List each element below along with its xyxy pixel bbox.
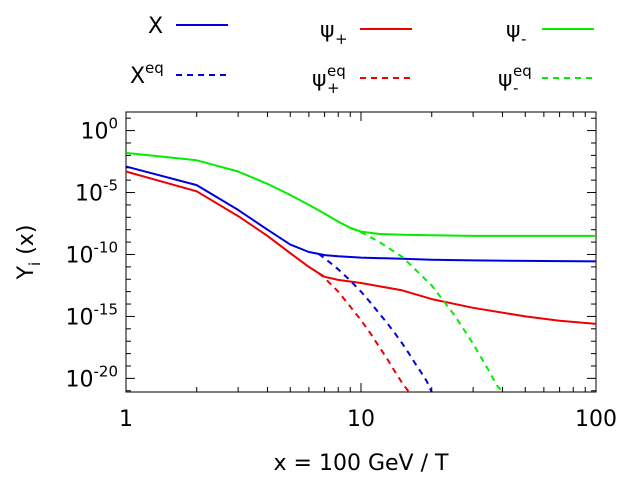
y-tick-label: 100 (80, 115, 118, 145)
series-line-2 (126, 151, 596, 237)
legend-label: ψ (320, 18, 335, 43)
legend-entry-5: ψ eq- (498, 62, 594, 97)
tick-labels: 1 10 100 100 10-5 10-10 10-15 10-20 (66, 115, 618, 432)
legend-sub: + (327, 79, 340, 97)
y-axis-label: Yi (x) (14, 225, 44, 281)
y-tick-label: 10-20 (66, 362, 119, 392)
legend-label: ψ (312, 67, 327, 92)
legend-sub: + (335, 30, 348, 48)
legend-sup: eq (327, 62, 346, 80)
series-line-3 (318, 253, 433, 392)
series-lines (126, 151, 596, 392)
y-tick-label: 10-10 (66, 238, 119, 268)
legend-entry-4: ψ eq+ (312, 62, 412, 97)
series-line-0 (126, 165, 596, 263)
series-line-1 (126, 170, 596, 325)
legend-entry-2: ψ- (506, 18, 594, 48)
series-line-5 (349, 226, 504, 392)
legend-label: ψ (498, 67, 513, 92)
plot-area (125, 111, 597, 393)
legend-label: X (148, 14, 163, 39)
plot-frame (125, 111, 597, 393)
axis-labels: x = 100 GeV / T Yi (x) (14, 225, 449, 476)
y-tick-label: 10-5 (75, 177, 118, 207)
svg-text:Yi (x): Yi (x) (14, 225, 44, 281)
x-tick-label: 1 (119, 407, 133, 432)
series-line-4 (317, 272, 410, 392)
y-tick-label: 10-15 (66, 300, 119, 330)
x-tick-label: 10 (347, 407, 375, 432)
legend-entry-1: ψ + (320, 18, 412, 48)
legend-label: X (130, 64, 145, 89)
legend-entry-0: X (148, 14, 228, 39)
legend-label: ψ (506, 18, 521, 43)
x-axis-label: x = 100 GeV / T (274, 451, 449, 476)
legend-sup: eq (513, 62, 532, 80)
legend-sub: - (513, 79, 518, 97)
x-tick-label: 100 (575, 407, 617, 432)
legend-sub: - (521, 30, 526, 48)
axis-ticks (125, 112, 597, 392)
legend-sup: eq (145, 59, 164, 77)
